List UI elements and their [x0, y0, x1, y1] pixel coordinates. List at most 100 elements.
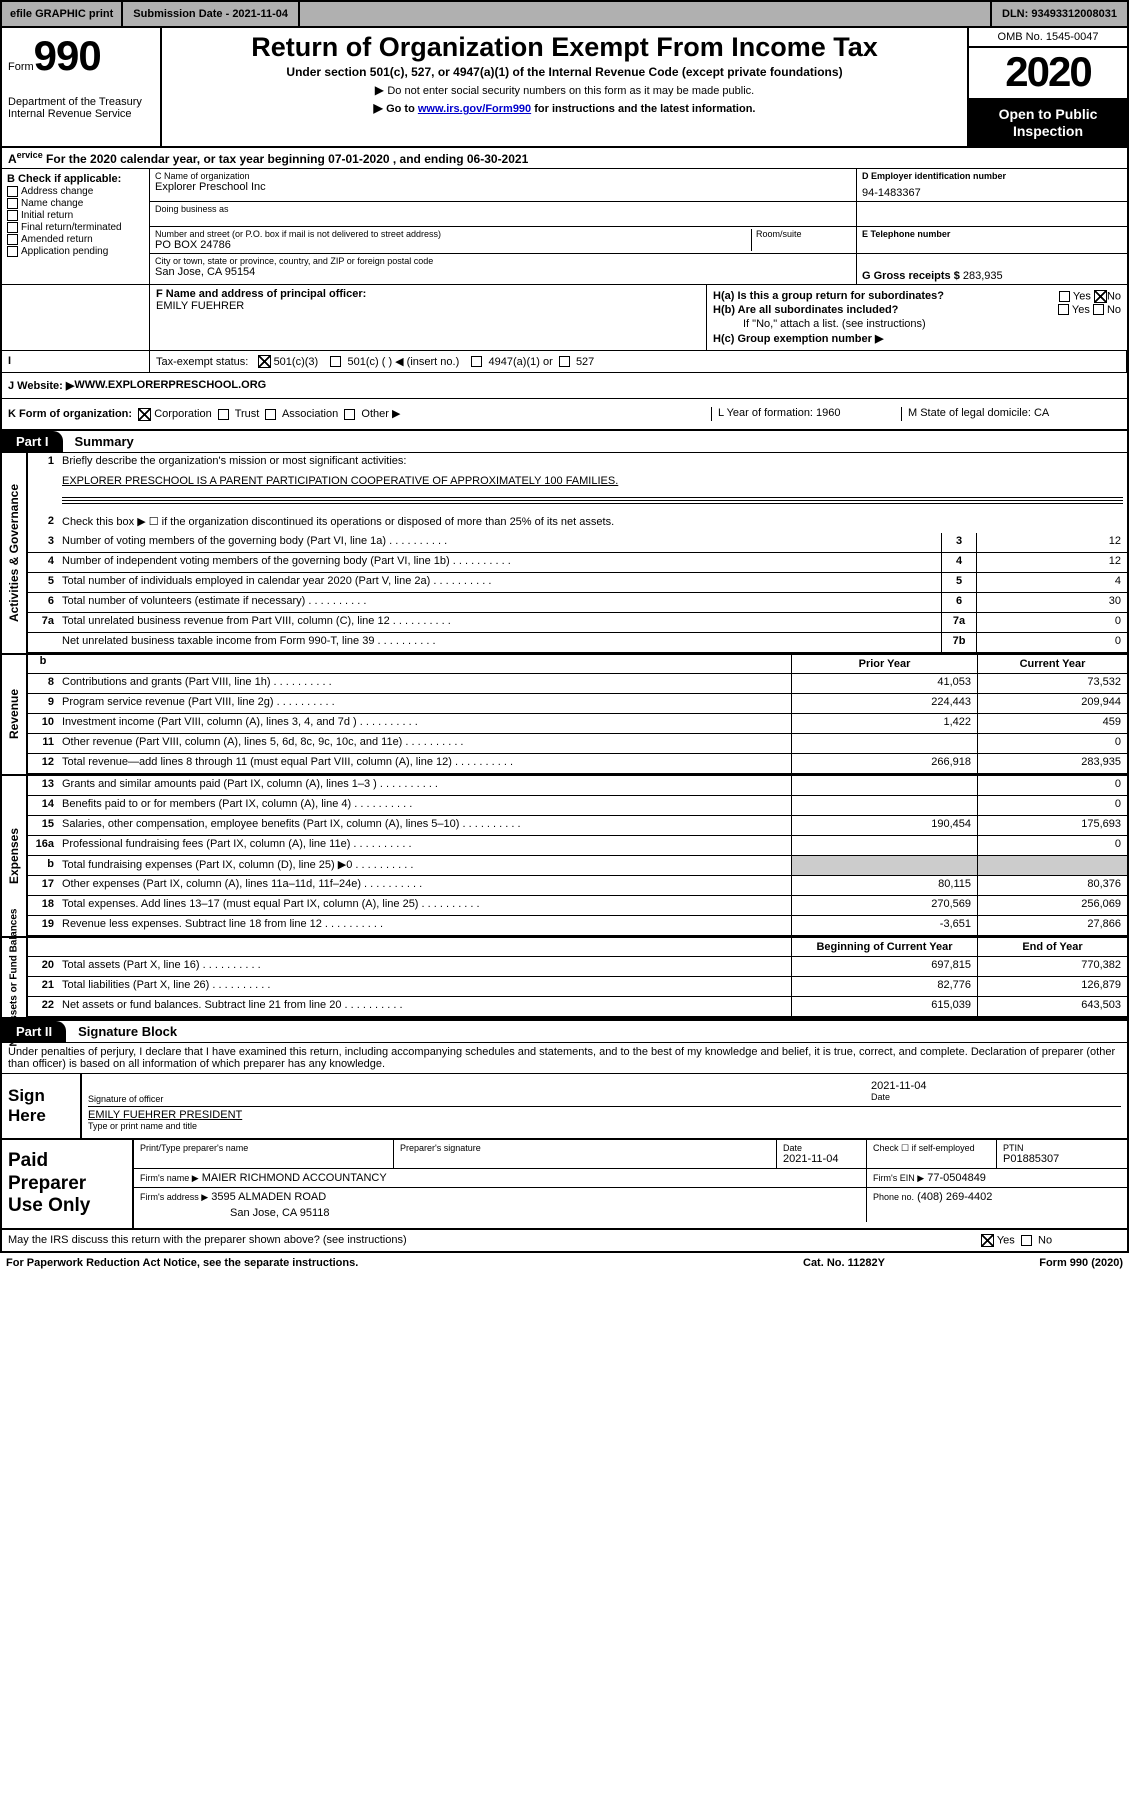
- chk-trust[interactable]: [218, 409, 229, 420]
- row-j: J Website: ▶ WWW.EXPLORERPRESCHOOL.ORG: [0, 373, 1129, 399]
- note-goto-pre: Go to: [386, 103, 418, 115]
- firm-addr-value: 3595 ALMADEN ROAD: [211, 1191, 326, 1203]
- hdr-prior: Prior Year: [791, 655, 977, 673]
- exp-vlabel: Expenses: [7, 828, 21, 884]
- chk-4947[interactable]: [471, 356, 482, 367]
- part2-title: Signature Block: [66, 1024, 177, 1039]
- sig-date-value: 2021-11-04: [871, 1080, 1121, 1092]
- part1-title: Summary: [63, 434, 134, 449]
- data-line: 21Total liabilities (Part X, line 26)82,…: [28, 977, 1127, 997]
- chk-501c3[interactable]: [258, 355, 271, 368]
- address: PO BOX 24786: [155, 239, 751, 251]
- chk-initial-return[interactable]: [7, 210, 18, 221]
- chk-amended[interactable]: [7, 234, 18, 245]
- data-line: 12Total revenue—add lines 8 through 11 (…: [28, 754, 1127, 774]
- ein: 94-1483367: [862, 181, 1122, 199]
- room-label: Room/suite: [756, 229, 851, 239]
- sig-officer-label: Signature of officer: [88, 1080, 871, 1104]
- tax-year: 2020: [969, 48, 1127, 100]
- chk-corporation[interactable]: [138, 408, 151, 421]
- omb-number: OMB No. 1545-0047: [969, 28, 1127, 48]
- state-domicile: M State of legal domicile: CA: [901, 407, 1121, 421]
- entity-block: B Check if applicable: Address change Na…: [0, 169, 1129, 285]
- type-name-label: Type or print name and title: [88, 1121, 1121, 1131]
- firm-city: San Jose, CA 95118: [140, 1203, 860, 1219]
- gov-line: 3Number of voting members of the governi…: [28, 533, 1127, 553]
- row-fh: F Name and address of principal officer:…: [0, 285, 1129, 351]
- chk-app-pending[interactable]: [7, 246, 18, 257]
- firm-name-label: Firm's name ▶: [140, 1173, 199, 1183]
- org-name: Explorer Preschool Inc: [155, 181, 851, 193]
- addr-label: Number and street (or P.O. box if mail i…: [155, 229, 751, 239]
- chk-other[interactable]: [344, 409, 355, 420]
- hdr-beginning: Beginning of Current Year: [791, 938, 977, 956]
- firm-ein-value: 77-0504849: [927, 1172, 986, 1184]
- part2-header: Part II Signature Block: [0, 1019, 1129, 1043]
- irs-yes[interactable]: [981, 1234, 994, 1247]
- d-label: D Employer identification number: [862, 171, 1122, 181]
- city-label: City or town, state or province, country…: [155, 256, 851, 266]
- note-goto-post: for instructions and the latest informat…: [531, 103, 755, 115]
- instructions-link[interactable]: www.irs.gov/Form990: [418, 103, 531, 115]
- gov-line: 6Total number of volunteers (estimate if…: [28, 593, 1127, 613]
- part1-tab: Part I: [2, 431, 63, 452]
- dba-label: Doing business as: [155, 204, 851, 214]
- l1-value: EXPLORER PRESCHOOL IS A PARENT PARTICIPA…: [58, 473, 1127, 493]
- chk-final-return[interactable]: [7, 222, 18, 233]
- l1-text: Briefly describe the organization's miss…: [58, 453, 1127, 473]
- header-left: Form990 Department of the Treasury Inter…: [2, 28, 162, 146]
- footer-cat: Cat. No. 11282Y: [803, 1257, 983, 1269]
- hb-no[interactable]: [1093, 304, 1104, 315]
- officer-name-title: EMILY FUEHRER PRESIDENT: [88, 1109, 1121, 1121]
- prep-selfemp: Check ☐ if self-employed: [873, 1143, 990, 1154]
- ha-yes[interactable]: [1059, 291, 1070, 302]
- e-label: E Telephone number: [862, 229, 1122, 239]
- firm-ein-label: Firm's EIN ▶: [873, 1173, 924, 1183]
- chk-association[interactable]: [265, 409, 276, 420]
- ha-label: H(a) Is this a group return for subordin…: [713, 290, 944, 302]
- efile-print-button[interactable]: efile GRAPHIC print: [2, 2, 123, 26]
- data-line: bTotal fundraising expenses (Part IX, co…: [28, 856, 1127, 876]
- j-label: J Website: ▶: [8, 379, 74, 392]
- hdr-b: b: [28, 655, 58, 673]
- sign-here-label: Sign Here: [2, 1074, 82, 1138]
- prep-sig-label: Preparer's signature: [400, 1143, 770, 1153]
- chk-address-change[interactable]: [7, 186, 18, 197]
- data-line: 19Revenue less expenses. Subtract line 1…: [28, 916, 1127, 936]
- paid-preparer-block: Paid Preparer Use Only Print/Type prepar…: [2, 1139, 1127, 1228]
- note-ssn: Do not enter social security numbers on …: [387, 85, 754, 97]
- rev-vlabel: Revenue: [7, 689, 21, 739]
- phone-value: (408) 269-4402: [917, 1191, 992, 1203]
- gov-line: 4Number of independent voting members of…: [28, 553, 1127, 573]
- data-line: 15Salaries, other compensation, employee…: [28, 816, 1127, 836]
- section-b-checkboxes: B Check if applicable: Address change Na…: [2, 169, 150, 284]
- form-number: 990: [34, 32, 101, 79]
- footer-left: For Paperwork Reduction Act Notice, see …: [6, 1257, 803, 1269]
- department: Department of the Treasury Internal Reve…: [8, 96, 154, 120]
- data-line: 9Program service revenue (Part VIII, lin…: [28, 694, 1127, 714]
- website: WWW.EXPLORERPRESCHOOL.ORG: [74, 379, 266, 392]
- i-label: Tax-exempt status:: [156, 356, 248, 368]
- data-line: 13Grants and similar amounts paid (Part …: [28, 776, 1127, 796]
- data-line: 8Contributions and grants (Part VIII, li…: [28, 674, 1127, 694]
- submission-date: Submission Date - 2021-11-04: [123, 2, 300, 26]
- top-bar: efile GRAPHIC print Submission Date - 20…: [0, 0, 1129, 28]
- data-line: 20Total assets (Part X, line 16)697,8157…: [28, 957, 1127, 977]
- netassets-block: Net Assets or Fund Balances Beginning of…: [0, 938, 1129, 1019]
- section-a-tax-year: Aervice For the 2020 calendar year, or t…: [0, 148, 1129, 169]
- gov-vlabel: Activities & Governance: [7, 484, 21, 622]
- chk-527[interactable]: [559, 356, 570, 367]
- governance-block: Activities & Governance 1Briefly describ…: [0, 453, 1129, 655]
- irs-no[interactable]: [1021, 1235, 1032, 1246]
- paid-preparer-label: Paid Preparer Use Only: [2, 1140, 132, 1228]
- ha-no[interactable]: [1094, 290, 1107, 303]
- penalty-text: Under penalties of perjury, I declare th…: [2, 1043, 1127, 1073]
- hb-yes[interactable]: [1058, 304, 1069, 315]
- sig-date-label: Date: [871, 1092, 1121, 1102]
- data-line: 16aProfessional fundraising fees (Part I…: [28, 836, 1127, 856]
- ptin-value: P01885307: [1003, 1153, 1121, 1165]
- gov-line: Net unrelated business taxable income fr…: [28, 633, 1127, 653]
- chk-name-change[interactable]: [7, 198, 18, 209]
- f-label: F Name and address of principal officer:: [156, 288, 700, 300]
- chk-501c[interactable]: [330, 356, 341, 367]
